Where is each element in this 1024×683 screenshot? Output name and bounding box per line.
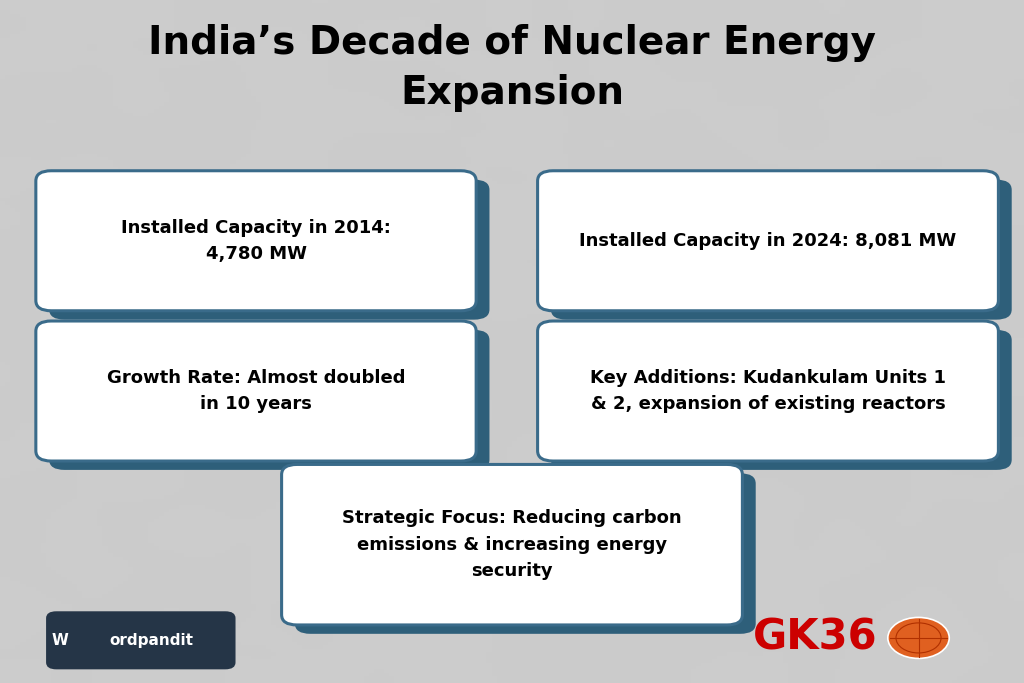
- Circle shape: [888, 617, 949, 658]
- FancyBboxPatch shape: [538, 171, 998, 311]
- FancyBboxPatch shape: [36, 321, 476, 461]
- FancyBboxPatch shape: [46, 611, 236, 669]
- FancyBboxPatch shape: [551, 330, 1012, 470]
- FancyBboxPatch shape: [49, 180, 489, 320]
- Text: Installed Capacity in 2014:
4,780 MW: Installed Capacity in 2014: 4,780 MW: [121, 219, 391, 263]
- FancyBboxPatch shape: [49, 330, 489, 470]
- Text: Installed Capacity in 2024: 8,081 MW: Installed Capacity in 2024: 8,081 MW: [580, 232, 956, 250]
- Text: GK36: GK36: [753, 617, 878, 659]
- FancyBboxPatch shape: [36, 171, 476, 311]
- Text: Strategic Focus: Reducing carbon
emissions & increasing energy
security: Strategic Focus: Reducing carbon emissio…: [342, 510, 682, 580]
- Text: Key Additions: Kudankulam Units 1
& 2, expansion of existing reactors: Key Additions: Kudankulam Units 1 & 2, e…: [590, 369, 946, 413]
- Text: India’s Decade of Nuclear Energy
Expansion: India’s Decade of Nuclear Energy Expansi…: [148, 25, 876, 112]
- FancyBboxPatch shape: [538, 321, 998, 461]
- Text: W: W: [52, 633, 69, 648]
- Text: Growth Rate: Almost doubled
in 10 years: Growth Rate: Almost doubled in 10 years: [106, 369, 406, 413]
- FancyBboxPatch shape: [551, 180, 1012, 320]
- FancyBboxPatch shape: [295, 473, 756, 634]
- Text: ordpandit: ordpandit: [110, 633, 194, 648]
- Polygon shape: [49, 618, 72, 663]
- FancyBboxPatch shape: [282, 464, 742, 625]
